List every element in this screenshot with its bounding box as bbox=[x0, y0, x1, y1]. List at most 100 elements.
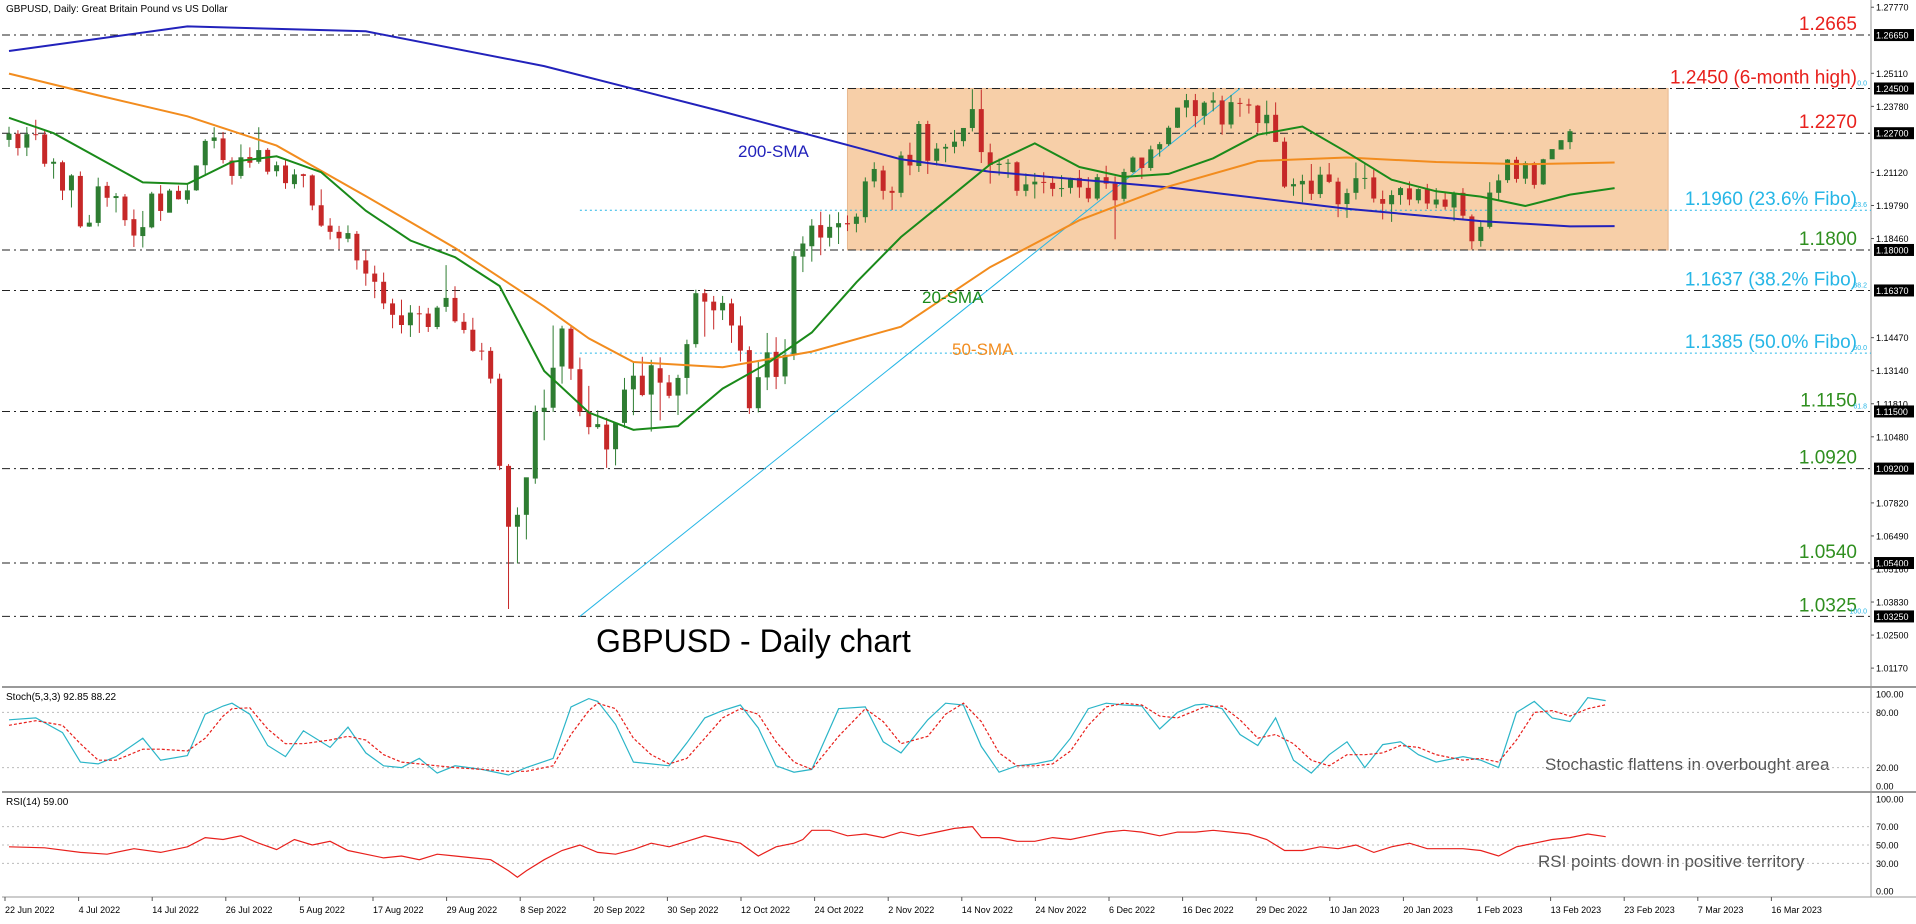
candle-body bbox=[1558, 140, 1564, 150]
candle-body bbox=[1264, 114, 1270, 124]
candle-body bbox=[158, 193, 164, 211]
candle-body bbox=[1192, 100, 1198, 117]
candle-body bbox=[1460, 192, 1466, 216]
candle-body bbox=[773, 351, 779, 377]
candle-body bbox=[1344, 193, 1350, 205]
candle-body bbox=[800, 243, 806, 257]
y-tick-label: 1.07820 bbox=[1876, 498, 1909, 508]
candle-body bbox=[514, 514, 520, 527]
candle-body bbox=[809, 225, 815, 247]
candle-body bbox=[1549, 149, 1555, 160]
y-axis-highlight bbox=[1874, 557, 1914, 570]
candle-body bbox=[363, 260, 369, 274]
candle-body bbox=[541, 407, 547, 412]
candle-body bbox=[1139, 157, 1145, 168]
candle-body bbox=[987, 152, 993, 165]
x-tick-label: 4 Jul 2022 bbox=[79, 905, 121, 915]
candle-body bbox=[1469, 216, 1475, 242]
x-tick-label: 24 Oct 2022 bbox=[815, 905, 864, 915]
candle-body bbox=[1157, 144, 1163, 150]
sma-line-200-sma bbox=[8, 25, 1615, 228]
candle-body bbox=[1442, 199, 1448, 207]
candle-body bbox=[818, 225, 824, 238]
y-tick-label: 1.05400 bbox=[1876, 559, 1909, 569]
candle-body bbox=[479, 350, 485, 352]
candle-body bbox=[425, 313, 431, 327]
candle-body bbox=[24, 134, 30, 148]
candle-body bbox=[434, 307, 440, 327]
fibo-tag: 0.0 bbox=[1857, 80, 1867, 87]
level-label: 1.0325 bbox=[1799, 595, 1857, 616]
level-label: 1.2665 bbox=[1799, 14, 1857, 35]
candle-body bbox=[1175, 107, 1181, 128]
candle-body bbox=[238, 157, 244, 176]
x-tick-label: 7 Mar 2023 bbox=[1698, 905, 1744, 915]
candle-body bbox=[1210, 100, 1216, 103]
candle-body bbox=[702, 293, 708, 302]
stoch-y-tick-label: 80.00 bbox=[1876, 708, 1899, 718]
candle-body bbox=[497, 378, 503, 466]
x-tick-label: 2 Nov 2022 bbox=[888, 905, 934, 915]
x-tick-label: 1 Feb 2023 bbox=[1477, 905, 1523, 915]
candle-body bbox=[95, 186, 101, 223]
y-tick-label: 1.18460 bbox=[1876, 234, 1909, 244]
candle-body bbox=[1130, 157, 1136, 172]
y-tick-label: 1.19790 bbox=[1876, 201, 1909, 211]
candle-body bbox=[149, 193, 155, 228]
candle-body bbox=[443, 297, 449, 307]
chart-caption: GBPUSD - Daily chart bbox=[596, 623, 911, 659]
stoch-title: Stoch(5,3,3) 92.85 88.22 bbox=[6, 692, 117, 703]
candle-body bbox=[488, 350, 494, 379]
y-tick-label: 1.14470 bbox=[1876, 333, 1909, 343]
candle-body bbox=[1237, 102, 1243, 104]
candle-body bbox=[1166, 127, 1172, 145]
candle-body bbox=[693, 293, 699, 345]
candle-body bbox=[996, 163, 1002, 165]
candle-body bbox=[1005, 162, 1011, 164]
candle-body bbox=[889, 190, 895, 193]
candle-body bbox=[1522, 163, 1528, 179]
rsi-y-tick-label: 70.00 bbox=[1876, 822, 1899, 832]
candle-body bbox=[452, 297, 458, 322]
level-label: 1.1960 (23.6% Fibo) bbox=[1685, 189, 1857, 210]
candle-body bbox=[506, 465, 512, 527]
y-tick-label: 1.13140 bbox=[1876, 366, 1909, 376]
candle-body bbox=[1371, 177, 1377, 199]
y-axis-highlight bbox=[1874, 29, 1914, 42]
y-axis-highlight bbox=[1874, 284, 1914, 297]
candle-body bbox=[6, 133, 12, 140]
candle-body bbox=[764, 352, 770, 378]
y-tick-label: 1.01170 bbox=[1876, 664, 1908, 674]
candle-body bbox=[1050, 182, 1056, 189]
candle-body bbox=[1451, 194, 1457, 208]
level-label: 1.1385 (50.0% Fibo) bbox=[1685, 332, 1857, 353]
y-tick-label: 1.03830 bbox=[1876, 598, 1909, 608]
stoch-line-0 bbox=[8, 697, 1606, 776]
fibo-tag: 23.6 bbox=[1853, 202, 1867, 209]
candle-body bbox=[1183, 100, 1189, 108]
candle-body bbox=[131, 219, 137, 236]
rsi-line-0 bbox=[8, 825, 1606, 878]
candle-body bbox=[381, 281, 387, 304]
candle-body bbox=[1380, 199, 1386, 204]
candle-body bbox=[1567, 131, 1573, 143]
x-tick-label: 23 Feb 2023 bbox=[1624, 905, 1675, 915]
level-label: 1.1150 bbox=[1800, 390, 1857, 411]
level-label: 1.0540 bbox=[1799, 542, 1857, 563]
candle-body bbox=[729, 303, 735, 326]
candle-body bbox=[202, 140, 208, 166]
candle-body bbox=[77, 175, 83, 227]
candle-body bbox=[1505, 159, 1511, 181]
candle-body bbox=[104, 185, 110, 198]
candle-body bbox=[1014, 162, 1020, 191]
x-tick-label: 26 Jul 2022 bbox=[226, 905, 273, 915]
candle-body bbox=[211, 137, 217, 141]
candle-body bbox=[782, 354, 788, 377]
candle-body bbox=[167, 190, 173, 213]
candle-body bbox=[1540, 159, 1546, 185]
candle-body bbox=[1112, 183, 1118, 201]
level-label: 1.1800 bbox=[1799, 229, 1857, 250]
candle-body bbox=[1059, 188, 1065, 190]
candle-body bbox=[1219, 100, 1225, 125]
candle-body bbox=[318, 205, 324, 226]
